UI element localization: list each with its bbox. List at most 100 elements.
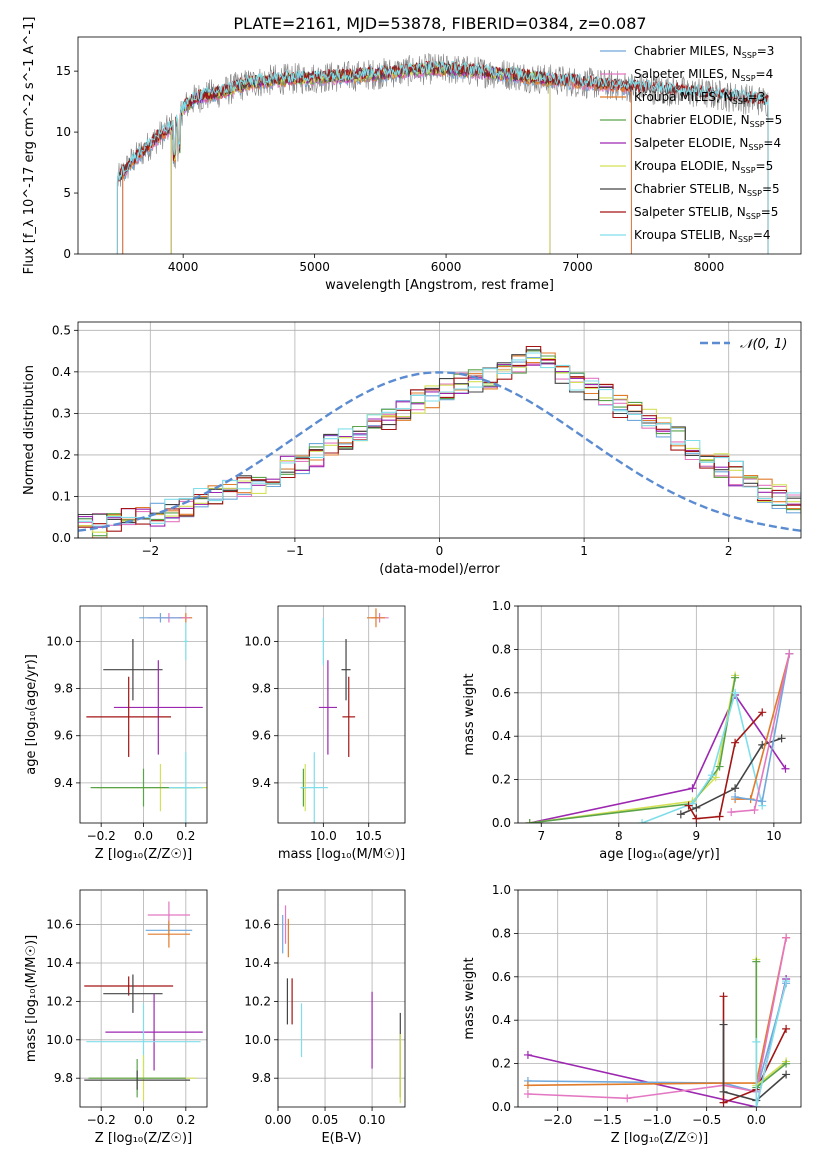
model-spectrum-salpeter-elodie bbox=[170, 61, 551, 254]
weight-vs-age-panel: 7 8 9 10 0.0 0.2 0.4 0.6 0.8 1.0 age [log₁₀(age/yr… bbox=[462, 599, 802, 862]
weight-marker bbox=[523, 1081, 532, 1090]
y-tick-label: 10 bbox=[56, 125, 71, 139]
weight-marker bbox=[785, 649, 794, 658]
y-tick-label: 10.0 bbox=[244, 1033, 271, 1047]
y-tick-label: 0.2 bbox=[52, 448, 71, 462]
histogram-salpeter-elodie bbox=[78, 363, 801, 538]
weight-series-chabrier-miles bbox=[527, 983, 787, 1093]
y-tick-label: 9.8 bbox=[54, 682, 73, 696]
weight-marker bbox=[731, 673, 740, 682]
x-tick-label: 0.05 bbox=[312, 1113, 339, 1127]
x-axis-label: Z [log₁₀(Z/Z☉)] bbox=[611, 1131, 708, 1146]
residuals-panel: −2 −1 0 1 2 0.0 0.1 0.2 0.3 0.4 0.5 (data-model)/er… bbox=[22, 321, 802, 577]
y-tick-label: 5 bbox=[63, 186, 71, 200]
legend-label: Salpeter STELIB, NSSP=5 bbox=[634, 205, 778, 221]
weight-marker bbox=[688, 784, 697, 793]
model-spectrum-kroupa-stelib bbox=[116, 60, 769, 254]
x-tick-label: 0.0 bbox=[747, 1113, 766, 1127]
weight-marker bbox=[719, 1098, 728, 1107]
weight-marker bbox=[758, 797, 767, 806]
x-tick-label: 6000 bbox=[431, 260, 462, 274]
histogram-kroupa-elodie bbox=[78, 357, 801, 538]
error-bars bbox=[84, 901, 203, 1102]
weight-marker bbox=[782, 1070, 791, 1079]
weight-marker bbox=[782, 1059, 791, 1068]
weight-marker bbox=[719, 992, 728, 1001]
x-tick-label: 0 bbox=[436, 544, 444, 558]
y-tick-label: 0.0 bbox=[52, 531, 71, 545]
error-bars bbox=[300, 608, 389, 823]
weight-marker bbox=[752, 1037, 761, 1046]
weight-series-salpeter-elodie bbox=[529, 693, 787, 823]
x-tick-label: 0.2 bbox=[176, 1113, 195, 1127]
axes-frame bbox=[79, 605, 208, 824]
legend-label: Salpeter ELODIE, NSSP=4 bbox=[634, 136, 781, 152]
weight-marker bbox=[684, 801, 693, 810]
y-axis-label: Flux [f_λ 10^-17 erg cm^-2 s^-1 A^-1] bbox=[22, 17, 37, 275]
weight-marker bbox=[777, 734, 786, 743]
x-tick-label: 8000 bbox=[694, 260, 725, 274]
weight-lines bbox=[523, 933, 791, 1107]
legend-label: Kroupa ELODIE, NSSP=5 bbox=[634, 159, 773, 175]
x-axis-label: E(B-V) bbox=[321, 1131, 361, 1146]
y-axis-label: age [log₁₀(age/yr)] bbox=[24, 654, 39, 775]
age-vs-Z-panel: −0.2 0.0 0.2 9.4 9.6 9.8 10.0 Z [log₁₀(Z/Z☉)] ag… bbox=[24, 605, 208, 862]
spectrum-lines bbox=[116, 52, 769, 254]
y-tick-label: 0.2 bbox=[492, 1057, 511, 1071]
x-tick-label: 0.0 bbox=[134, 829, 153, 843]
histogram-salpeter-stelib bbox=[78, 345, 801, 538]
y-tick-label: 10.4 bbox=[46, 956, 73, 970]
x-tick-label: 9 bbox=[693, 829, 701, 843]
y-tick-label: 10.2 bbox=[46, 994, 73, 1008]
y-tick-label: 1.0 bbox=[492, 883, 511, 897]
axes-frame bbox=[277, 605, 406, 824]
x-axis-label: Z [log₁₀(Z/Z☉)] bbox=[95, 847, 192, 862]
x-tick-label: −2 bbox=[141, 544, 159, 558]
weight-marker bbox=[676, 810, 685, 819]
weight-marker bbox=[638, 819, 647, 823]
axes-frame bbox=[77, 36, 802, 255]
x-tick-label: 0.00 bbox=[265, 1113, 292, 1127]
x-tick-label: 8 bbox=[615, 829, 623, 843]
x-axis-label: age [log₁₀(age/yr)] bbox=[599, 847, 720, 862]
weight-marker bbox=[731, 688, 740, 697]
gaussian-curve bbox=[78, 371, 801, 532]
y-tick-label: 9.8 bbox=[252, 1071, 271, 1085]
weight-marker bbox=[523, 1050, 532, 1059]
y-tick-label: 0.2 bbox=[492, 773, 511, 787]
spectrum-panel: 4000 5000 6000 7000 8000 0 5 10 15 wavelength [An… bbox=[22, 17, 802, 293]
weight-marker bbox=[719, 1087, 728, 1096]
weight-marker bbox=[715, 812, 724, 821]
y-axis-label: mass weight bbox=[462, 957, 477, 1039]
y-tick-label: 0.4 bbox=[492, 729, 511, 743]
legend-label: 𝒩(0, 1) bbox=[740, 337, 787, 352]
y-tick-label: 0.6 bbox=[492, 970, 511, 984]
histogram-salpeter-miles bbox=[78, 359, 801, 538]
weight-marker bbox=[752, 1103, 761, 1107]
error-bars bbox=[282, 905, 401, 1104]
axes-frame bbox=[517, 605, 802, 824]
weight-vs-Z-panel: −2.0 −1.5 −1.0 −0.5 0.0 0.0 0.2 0.4 0.6 0.8 1.0 Z [… bbox=[462, 883, 802, 1146]
y-tick-label: 10.6 bbox=[244, 918, 271, 932]
y-tick-label: 15 bbox=[56, 64, 71, 78]
histogram-kroupa-stelib bbox=[78, 352, 801, 538]
y-tick-label: 0.0 bbox=[492, 1100, 511, 1114]
weight-marker bbox=[707, 771, 716, 780]
x-tick-label: −1.0 bbox=[642, 1113, 671, 1127]
x-tick-label: −1 bbox=[286, 544, 304, 558]
weight-marker bbox=[752, 957, 761, 966]
x-tick-label: 7000 bbox=[562, 260, 593, 274]
weight-marker bbox=[623, 1094, 632, 1103]
x-tick-label: 7 bbox=[537, 829, 545, 843]
x-axis-label: mass [log₁₀(M/M☉)] bbox=[278, 847, 405, 862]
error-bars bbox=[86, 613, 207, 823]
histograms bbox=[78, 345, 801, 538]
x-tick-label: −0.2 bbox=[87, 1113, 116, 1127]
axes-frame bbox=[79, 889, 208, 1108]
weight-marker bbox=[523, 1089, 532, 1098]
y-axis-label: Normed distribution bbox=[22, 365, 37, 495]
y-tick-label: 9.4 bbox=[54, 776, 73, 790]
y-tick-label: 10.0 bbox=[244, 634, 271, 648]
age-vs-mass-panel: 10.0 10.5 9.4 9.6 9.8 10.0 mass [log₁₀(M/M☉)] bbox=[244, 605, 406, 862]
